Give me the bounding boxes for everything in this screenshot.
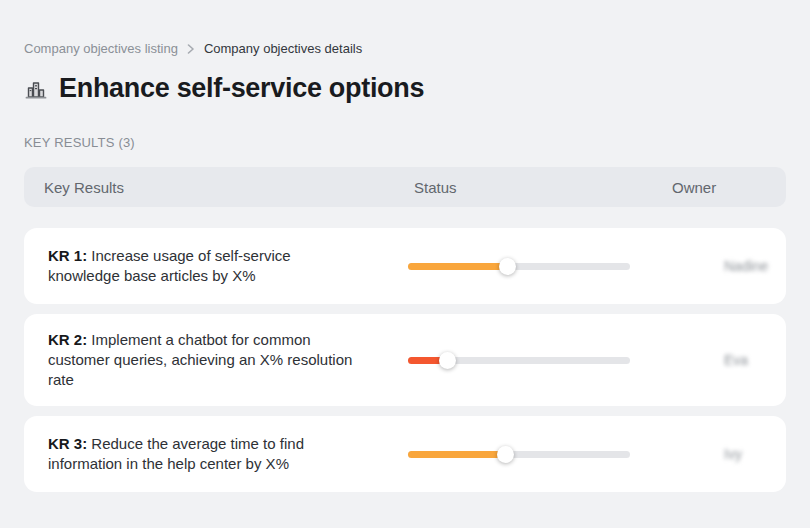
kr-1-description: KR 1: Increase usage of self-service kno…	[24, 246, 366, 286]
owner-name: Nadine	[724, 258, 768, 274]
chevron-right-icon	[187, 44, 195, 54]
key-results-list: KR 1: Increase usage of self-service kno…	[24, 228, 786, 492]
kr-1-progress-fill	[408, 263, 508, 270]
kr-3-status-cell	[408, 451, 672, 458]
column-header-status: Status	[408, 179, 672, 196]
objective-details-page: Company objectives listing Company objec…	[0, 0, 810, 528]
breadcrumb: Company objectives listing Company objec…	[24, 41, 786, 56]
kr-2-status-cell	[408, 357, 672, 364]
kr-2-description: KR 2: Implement a chatbot for common cus…	[24, 330, 366, 390]
kr-3-description: KR 3: Reduce the average time to find in…	[24, 434, 366, 474]
breadcrumb-item-details: Company objectives details	[204, 41, 362, 56]
kr-row-1[interactable]: KR 1: Increase usage of self-service kno…	[24, 228, 786, 304]
page-title: Enhance self-service options	[59, 73, 424, 104]
owner-name: Eva	[724, 352, 748, 368]
kr-1-owner-cell: Nadine	[672, 247, 786, 285]
kr-3-progress-fill	[408, 451, 506, 458]
kr-1-progress-slider[interactable]	[408, 263, 630, 270]
avatar	[672, 247, 710, 285]
kr-row-3[interactable]: KR 3: Reduce the average time to find in…	[24, 416, 786, 492]
key-results-section-label: KEY RESULTS (3)	[24, 135, 786, 150]
column-header-owner: Owner	[672, 179, 786, 196]
owner-name: Ivy	[724, 446, 742, 462]
avatar	[672, 435, 710, 473]
kr-2-progress-slider[interactable]	[408, 357, 630, 364]
kr-1-slider-thumb[interactable]	[499, 258, 516, 275]
kr-3-slider-thumb[interactable]	[497, 446, 514, 463]
kr-2-slider-thumb[interactable]	[439, 352, 456, 369]
kr-1-status-cell	[408, 263, 672, 270]
kr-2-owner-cell: Eva	[672, 341, 786, 379]
buildings-icon	[24, 77, 48, 101]
kr-row-2[interactable]: KR 2: Implement a chatbot for common cus…	[24, 314, 786, 406]
title-row: Enhance self-service options	[24, 73, 786, 104]
kr-3-owner-cell: Ivy	[672, 435, 786, 473]
column-header-key-results: Key Results	[24, 179, 408, 196]
breadcrumb-item-listing[interactable]: Company objectives listing	[24, 41, 178, 56]
avatar	[672, 341, 710, 379]
kr-3-progress-slider[interactable]	[408, 451, 630, 458]
table-header: Key Results Status Owner	[24, 167, 786, 207]
